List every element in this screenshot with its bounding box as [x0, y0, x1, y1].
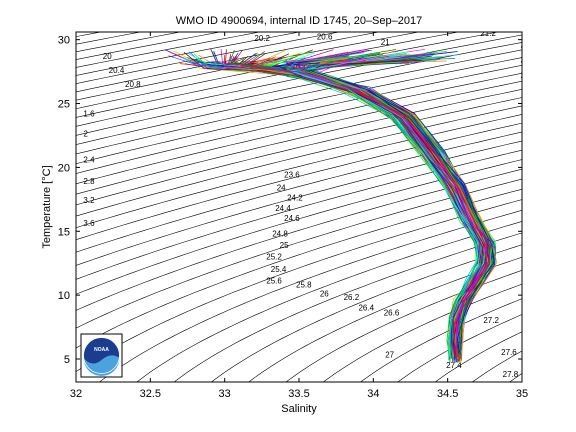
isopycnal-label: 23.6: [284, 171, 300, 180]
isopycnal-label: 26.6: [384, 309, 400, 318]
isopycnal-label: 21: [381, 38, 390, 47]
x-tick-label: 35: [516, 388, 528, 400]
isopycnal-label: 21.6: [521, 40, 537, 49]
isopycnal-label: 24.6: [284, 214, 300, 223]
x-axis-label: Salinity: [281, 403, 317, 415]
isopycnal-label: 25: [280, 241, 289, 250]
noaa-logo: NOAA: [80, 333, 123, 378]
x-axis: 32 32.5 33 33.5 34 34.5 35: [70, 32, 528, 400]
isopycnal-label: 21.2: [480, 29, 496, 38]
x-tick-label: 33: [219, 388, 231, 400]
isopycnal-label: 3.6: [83, 219, 95, 228]
isopycnal-label: 25.6: [266, 277, 282, 286]
isopycnal-label: 27.2: [483, 316, 499, 325]
isopycnal-label: 2.8: [83, 177, 95, 186]
isopycnal-labels: 20.2 20.6 21 20 20.420.8 21.2 21.6 22 22.4 2 2.8 1.…: [83, 29, 537, 379]
isopycnal-label: 20.4: [109, 66, 125, 75]
profile-line: [229, 49, 491, 362]
isopycnal-line: [76, 32, 262, 68]
isopycnal-label: 24.4: [275, 204, 291, 213]
isopycnal-label: 25.2: [266, 252, 282, 261]
profile-line: [285, 56, 491, 363]
noaa-logo-text: NOAA: [94, 347, 109, 353]
profile-line: [288, 51, 478, 357]
isopycnal-label: 27: [385, 351, 394, 360]
profile-lines: [165, 48, 498, 363]
isopycnal-line: [99, 209, 522, 382]
isopycnal-label: 26: [320, 289, 329, 298]
isopycnal-line: [248, 256, 522, 382]
isopycnal-line: [76, 159, 522, 295]
x-tick-label: 34.5: [437, 388, 458, 400]
isopycnal-label: 26.2: [344, 293, 360, 302]
isopycnal-label: 27.4: [446, 361, 462, 370]
isopycnal-label: 26.4: [358, 303, 374, 312]
isopycnal-label: 1.6: [83, 109, 95, 118]
y-axis-label: Temperature [°C]: [41, 165, 53, 248]
chart-title: WMO ID 4900694, internal ID 1745, 20–Sep…: [176, 15, 422, 27]
profile-line: [267, 51, 477, 359]
y-tick-label: 20: [58, 162, 70, 174]
isopycnal-label: 20.2: [254, 34, 270, 43]
isopycnal-label: 20.6: [317, 33, 333, 42]
y-tick-label: 5: [64, 354, 70, 366]
profile-line: [286, 54, 481, 359]
isopycnal-line: [76, 168, 522, 311]
isopycnal-line: [136, 221, 522, 382]
y-axis: 5 10 15 20 25 30: [58, 35, 522, 366]
isopycnal-line: [76, 188, 522, 349]
isopycnal-label: 25.4: [271, 265, 287, 274]
isopycnal-label: 27.6: [501, 348, 517, 357]
isopycnal-line: [173, 232, 522, 382]
profile-line: [272, 62, 495, 359]
isopycnal-line: [76, 32, 301, 76]
isopycnal-label: 2: [83, 130, 88, 139]
isopycnal-label: 24.2: [287, 194, 303, 203]
profile-line: [193, 53, 492, 359]
isopycnal-label: 24.8: [272, 229, 288, 238]
y-tick-label: 15: [58, 226, 70, 238]
isopycnal-label: 20: [103, 52, 112, 61]
y-tick-label: 25: [58, 99, 70, 111]
y-tick-label: 30: [58, 35, 70, 47]
isopycnal-label: 27.8: [503, 370, 519, 379]
x-tick-label: 33.5: [288, 388, 309, 400]
x-tick-label: 32.5: [140, 388, 161, 400]
isopycnal-label: 2.4: [83, 155, 95, 164]
isopycnal-label: 20.8: [125, 80, 141, 89]
isopycnal-label: 22: [521, 56, 530, 65]
isopycnal-label: 24: [277, 183, 286, 192]
isopycnal-label: 22.4: [521, 71, 537, 80]
y-tick-label: 10: [58, 290, 70, 302]
isopycnal-label: 25.8: [296, 280, 312, 289]
x-tick-label: 32: [70, 388, 82, 400]
isopycnal-label: 3.2: [83, 196, 95, 205]
x-tick-label: 34: [367, 388, 379, 400]
isopycnal-line: [76, 199, 522, 373]
profile-line: [239, 55, 487, 362]
isopycnal-line: [76, 178, 522, 329]
